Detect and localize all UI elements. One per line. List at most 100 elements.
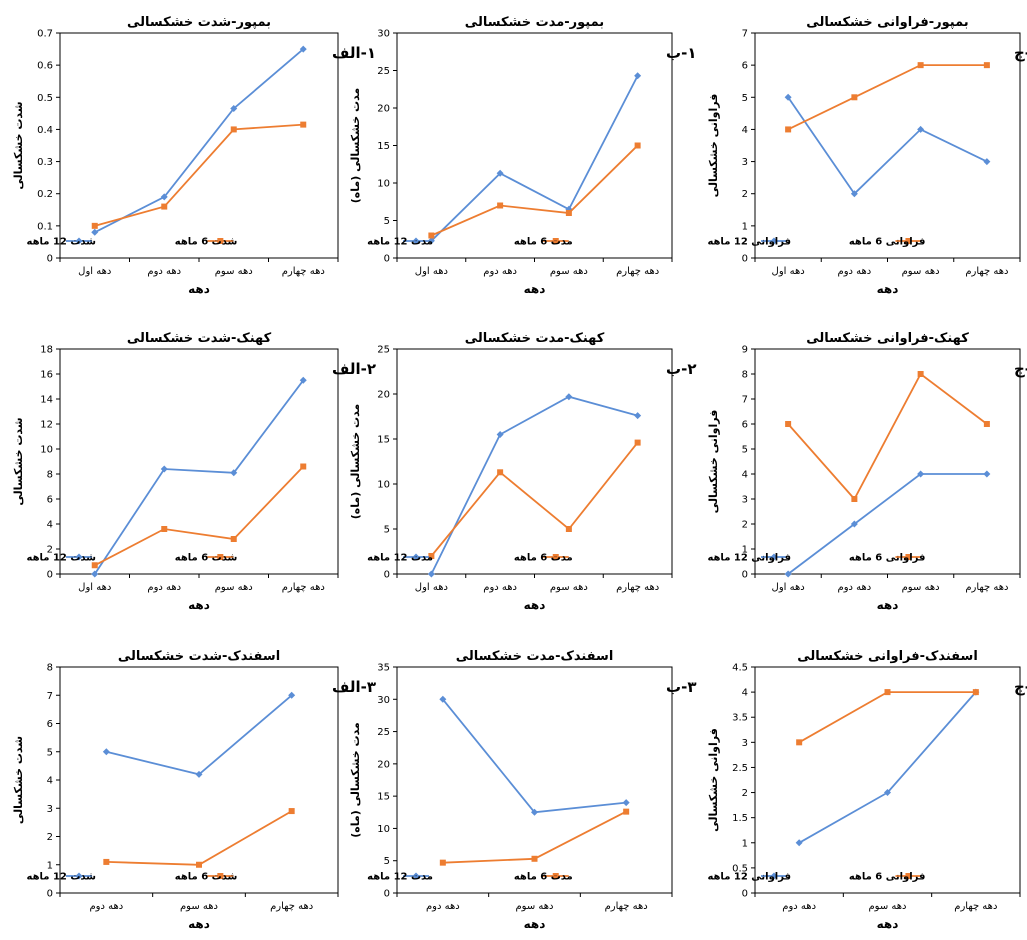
x-tick-label: دهه دوم (782, 901, 816, 912)
legend-marker-6 (552, 873, 559, 879)
y-tick-label: 7 (47, 691, 53, 702)
y-tick-label: 2 (742, 788, 748, 799)
data-point-square (196, 861, 202, 868)
data-point-diamond (288, 691, 296, 699)
legend-label-6: مدت 6 ماهه (514, 237, 573, 248)
y-tick-label: 3 (742, 495, 748, 506)
data-point-square (634, 439, 641, 446)
y-tick-label: 0.6 (37, 61, 53, 72)
data-point-square (917, 62, 924, 69)
panel-label: ۲-ب (666, 360, 696, 378)
y-tick-label: 1.5 (732, 813, 748, 824)
legend-marker-12 (770, 553, 778, 561)
data-point-diamond (91, 228, 99, 236)
chart-title: بمپور-شدت خشکسالی (127, 15, 271, 30)
legend-marker-6 (905, 238, 912, 244)
y-tick-label: 0.4 (37, 125, 53, 136)
legend-label-6: شدت 6 ماهه (175, 553, 238, 564)
series-line (787, 473, 987, 575)
plot-frame (396, 348, 673, 575)
y-tick-label: 1 (742, 838, 748, 849)
chart-panel: اسفندک-شدت خشکسالی ۳-الف 0 1 2 3 4 5 6 7 8 دهه دوم د… (12, 649, 376, 931)
data-point-square (428, 553, 435, 559)
legend-label-12: شدت 12 ماهه (27, 872, 97, 883)
data-point-square (497, 202, 504, 209)
data-point-square (288, 808, 295, 815)
series-line (94, 48, 304, 234)
data-point-diamond (230, 105, 238, 113)
x-tick-label: دهه سوم (550, 266, 588, 277)
series-line (430, 395, 638, 575)
chart-title: اسفندک-مدت خشکسالی (456, 649, 614, 664)
data-point-diamond (884, 789, 891, 797)
y-tick-label: 5 (47, 747, 53, 758)
y-tick-label: 20 (377, 759, 390, 770)
chart-panel: بمپور-مدت خشکسالی ۱-ب 0 5 10 15 20 25 30 دهه اول د… (349, 15, 696, 296)
data-point-diamond (531, 808, 538, 816)
data-point-diamond (634, 72, 642, 80)
x-axis-label: دهه (524, 282, 546, 296)
x-tick-label: دهه چهارم (616, 266, 659, 277)
data-point-diamond (784, 570, 792, 578)
plot-frame (396, 666, 673, 894)
y-tick-label: 6 (742, 420, 748, 431)
y-tick-label: 10 (377, 179, 390, 190)
legend: مدت 12 ماهه مدت 6 ماهه (367, 237, 573, 248)
y-tick-label: 0.1 (37, 221, 53, 232)
y-tick-label: 5 (742, 445, 748, 456)
x-tick-label: دهه سوم (215, 582, 253, 593)
plot-frame (754, 666, 1021, 894)
data-point-square (851, 94, 858, 101)
y-axis-label: شدت خشکسالی (12, 417, 25, 505)
y-tick-label: 0.5 (732, 863, 748, 874)
legend-marker-12 (75, 237, 83, 245)
legend-marker-12 (412, 553, 420, 561)
x-tick-label: دهه سوم (515, 901, 553, 912)
panel-label: ۲-الف (332, 360, 376, 378)
legend: مدت 12 ماهه مدت 6 ماهه (367, 553, 573, 564)
y-tick-label: 4 (742, 470, 748, 481)
y-axis-label: فراوانی خشکسالی (707, 94, 720, 198)
y-tick-label: 4 (742, 125, 748, 136)
legend-label-12: مدت 12 ماهه (367, 553, 433, 564)
series-line (94, 379, 305, 575)
series-line (787, 96, 988, 196)
x-tick-label: دهه دوم (89, 901, 123, 912)
y-tick-label: 1 (742, 221, 748, 232)
y-tick-label: 4 (47, 776, 53, 787)
x-axis-label: دهه (877, 598, 899, 612)
y-tick-label: 0.7 (37, 29, 53, 40)
y-tick-label: 2 (742, 189, 748, 200)
y-tick-label: 0 (742, 254, 748, 265)
y-tick-label: 0 (384, 254, 390, 265)
x-tick-label: دهه دوم (147, 266, 181, 277)
chart-title: کهنک-مدت خشکسالی (465, 331, 605, 346)
x-tick-label: دهه چهارم (965, 582, 1008, 593)
chart-panel: اسفندک-فراوانی خشکسالی ۳-ج 0 0.5 1 1.5 2 2.5 3 3.… (707, 649, 1027, 931)
legend-marker-12 (75, 872, 83, 880)
legend: شدت 12 ماهه شدت 6 ماهه (27, 237, 238, 248)
legend-label-12: فراوانی 12 ماهه (707, 237, 791, 248)
legend: فراوانی 12 ماهه فراوانی 6 ماهه (707, 237, 925, 248)
legend-label-12: شدت 12 ماهه (27, 553, 97, 564)
data-point-diamond (160, 465, 168, 473)
data-point-diamond (91, 570, 99, 578)
y-tick-label: 16 (40, 370, 53, 381)
panel-label: ۳-ج (1014, 678, 1027, 696)
y-tick-label: 3 (742, 738, 748, 749)
legend: شدت 12 ماهه شدت 6 ماهه (27, 872, 238, 883)
data-point-diamond (983, 158, 991, 166)
legend-label-6: شدت 6 ماهه (175, 872, 238, 883)
y-tick-label: 18 (40, 345, 53, 356)
y-tick-label: 3 (47, 804, 53, 815)
data-point-diamond (917, 125, 925, 133)
x-tick-label: دهه اول (78, 582, 111, 593)
y-tick-label: 20 (377, 104, 390, 115)
x-tick-label: دهه اول (78, 266, 111, 277)
plot-frame (59, 666, 339, 894)
y-tick-label: 4 (47, 520, 53, 531)
legend: مدت 12 ماهه مدت 6 ماهه (367, 872, 573, 883)
x-tick-label: دهه سوم (180, 901, 218, 912)
data-point-square (851, 496, 858, 502)
